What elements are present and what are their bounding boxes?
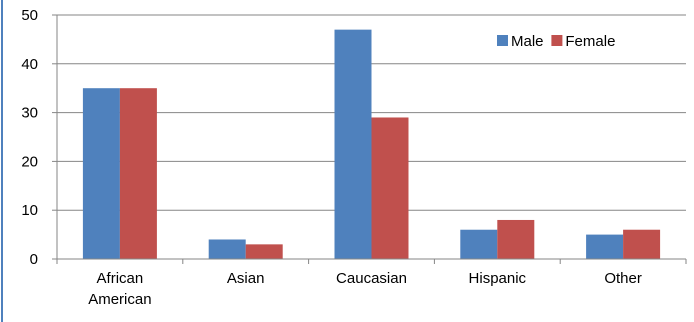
y-tick-label: 0 bbox=[30, 251, 38, 268]
bar-female-3 bbox=[497, 219, 535, 259]
y-tick-label: 50 bbox=[21, 7, 38, 24]
bar-female-0 bbox=[119, 88, 157, 259]
x-category-label: American bbox=[88, 291, 151, 308]
legend: Male Female bbox=[497, 33, 615, 50]
bar-male-2 bbox=[334, 29, 372, 259]
y-tick-label: 40 bbox=[21, 56, 38, 73]
x-category-label: African bbox=[97, 270, 144, 287]
y-tick-label: 20 bbox=[21, 153, 38, 170]
bar-female-1 bbox=[245, 244, 283, 259]
y-tick-label: 10 bbox=[21, 202, 38, 219]
bar-male-3 bbox=[460, 229, 498, 259]
bar-male-1 bbox=[208, 239, 246, 259]
x-category-label: Other bbox=[604, 270, 642, 287]
legend-label-male: Male bbox=[511, 33, 544, 50]
bar-female-2 bbox=[371, 117, 409, 259]
y-tick-label: 30 bbox=[21, 105, 38, 122]
x-category-label: Caucasian bbox=[336, 270, 407, 287]
x-category-label: Hispanic bbox=[469, 270, 527, 287]
legend-swatch-male bbox=[497, 35, 508, 46]
bar-male-0 bbox=[82, 88, 120, 259]
bar-male-4 bbox=[586, 234, 624, 259]
bars bbox=[82, 29, 661, 259]
legend-label-female: Female bbox=[565, 33, 615, 50]
x-category-label: Asian bbox=[227, 270, 265, 287]
axes: 0 10 20 30 40 50 African American Asian Caucasian… bbox=[21, 7, 687, 308]
legend-swatch-female bbox=[551, 35, 563, 46]
bar-female-4 bbox=[623, 229, 661, 259]
